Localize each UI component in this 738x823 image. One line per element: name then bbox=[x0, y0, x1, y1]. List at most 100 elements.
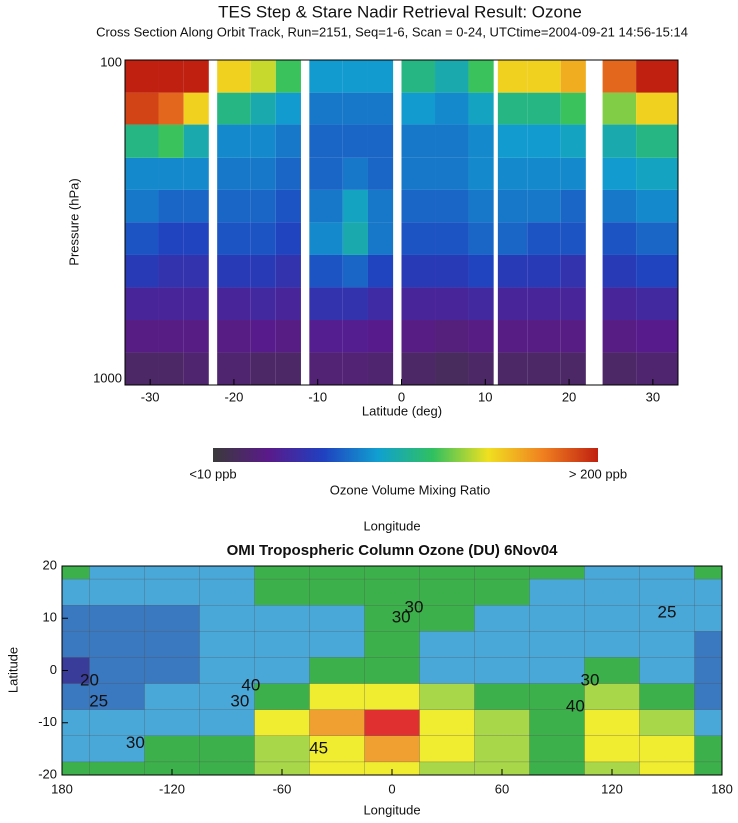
heat-cell bbox=[560, 124, 586, 158]
heat-cell bbox=[435, 92, 469, 125]
heat-cell bbox=[602, 157, 637, 190]
y-axis-label: Pressure (hPa) bbox=[66, 178, 81, 265]
heat-cell bbox=[250, 189, 276, 223]
heat-cell bbox=[125, 222, 159, 255]
contour-cell bbox=[144, 578, 201, 606]
heat-cell bbox=[342, 352, 368, 385]
heat-cell bbox=[217, 92, 251, 125]
contour-cell bbox=[254, 631, 311, 659]
contour-cell bbox=[584, 578, 641, 606]
x-tick-label: 180 bbox=[711, 781, 733, 796]
heat-cell bbox=[309, 124, 343, 158]
heat-cell bbox=[183, 320, 209, 353]
contour-cell bbox=[419, 657, 476, 685]
contour-cell bbox=[474, 605, 531, 632]
heat-cell bbox=[367, 189, 394, 223]
heat-cell bbox=[342, 157, 368, 190]
contour-cell bbox=[199, 735, 256, 763]
contour-cell bbox=[639, 709, 696, 737]
contour-cell bbox=[474, 683, 531, 711]
heat-cell bbox=[158, 124, 184, 158]
heat-cell bbox=[250, 287, 276, 321]
heat-cell bbox=[401, 320, 436, 353]
contour-cell bbox=[639, 578, 696, 606]
contour-cell bbox=[474, 657, 531, 685]
heat-cell bbox=[560, 60, 586, 93]
contour-cell bbox=[529, 735, 586, 763]
heat-cell bbox=[250, 124, 276, 158]
contour-cell bbox=[199, 605, 256, 632]
y-tick-label: 0 bbox=[50, 662, 57, 677]
contour-label: 30 bbox=[392, 608, 411, 627]
heat-cell bbox=[401, 189, 436, 223]
contour-cell bbox=[254, 761, 311, 775]
contour-cell bbox=[199, 631, 256, 659]
contour-cell bbox=[584, 683, 641, 711]
contour-cell bbox=[254, 683, 311, 711]
contour-cell bbox=[419, 605, 476, 632]
y-tick-label: 10 bbox=[43, 610, 57, 625]
heat-cell bbox=[560, 92, 586, 125]
contour-cell bbox=[199, 578, 256, 606]
x-axis-label: Latitude (deg) bbox=[362, 403, 442, 418]
chart-subtitle: Cross Section Along Orbit Track, Run=215… bbox=[96, 24, 688, 39]
heat-cell bbox=[401, 124, 436, 158]
heat-cell bbox=[602, 287, 637, 321]
heat-cell bbox=[125, 254, 159, 288]
x-tick-label: -30 bbox=[141, 389, 160, 404]
heat-cell bbox=[275, 222, 301, 255]
x-tick-label: -120 bbox=[159, 781, 185, 796]
heat-cell bbox=[183, 60, 209, 93]
heat-cell bbox=[309, 222, 343, 255]
contour-cell bbox=[474, 735, 531, 763]
contour-cell bbox=[89, 761, 146, 775]
heat-cell bbox=[217, 157, 251, 190]
heat-cell bbox=[497, 254, 528, 288]
heat-cell bbox=[158, 287, 184, 321]
contour-cell bbox=[419, 709, 476, 737]
heat-cell bbox=[275, 157, 301, 190]
heat-cell bbox=[468, 222, 494, 255]
heat-cell bbox=[158, 254, 184, 288]
contour-cell bbox=[89, 578, 146, 606]
contour-cell bbox=[309, 605, 366, 632]
contour-cell bbox=[89, 735, 146, 763]
contour-cell bbox=[639, 735, 696, 763]
heat-cell bbox=[217, 124, 251, 158]
heat-cell bbox=[602, 189, 637, 223]
heat-cell bbox=[401, 254, 436, 288]
heat-cell bbox=[560, 287, 586, 321]
contour-cell bbox=[309, 657, 366, 685]
contour-cell bbox=[309, 761, 366, 775]
heat-cell bbox=[367, 157, 394, 190]
contour-cell bbox=[474, 709, 531, 737]
y-tick-label: -20 bbox=[38, 766, 57, 781]
heat-cell bbox=[342, 287, 368, 321]
heat-cell bbox=[636, 254, 678, 288]
contour-cell bbox=[474, 578, 531, 606]
heat-cell bbox=[275, 287, 301, 321]
x-tick-label: 0 bbox=[388, 781, 395, 796]
heat-cell bbox=[435, 157, 469, 190]
heat-cell bbox=[468, 320, 494, 353]
contour-cell bbox=[694, 631, 722, 659]
contour-cell bbox=[144, 657, 201, 685]
heat-cell bbox=[158, 352, 184, 385]
contour-cell bbox=[199, 657, 256, 685]
heat-cell bbox=[275, 320, 301, 353]
heat-cell bbox=[250, 320, 276, 353]
heat-cell bbox=[435, 254, 469, 288]
heat-cell bbox=[309, 157, 343, 190]
heat-cell bbox=[468, 189, 494, 223]
colorbar-tick-label: > 200 ppb bbox=[569, 466, 627, 481]
chart-title: TES Step & Stare Nadir Retrieval Result:… bbox=[218, 2, 582, 21]
heat-cell bbox=[435, 352, 469, 385]
contour-cell bbox=[62, 578, 91, 606]
heat-cell bbox=[158, 92, 184, 125]
cells bbox=[62, 566, 722, 775]
heat-cell bbox=[183, 92, 209, 125]
heat-cell bbox=[602, 352, 637, 385]
heat-cell bbox=[636, 287, 678, 321]
contour-cell bbox=[639, 657, 696, 685]
heat-cell bbox=[275, 189, 301, 223]
